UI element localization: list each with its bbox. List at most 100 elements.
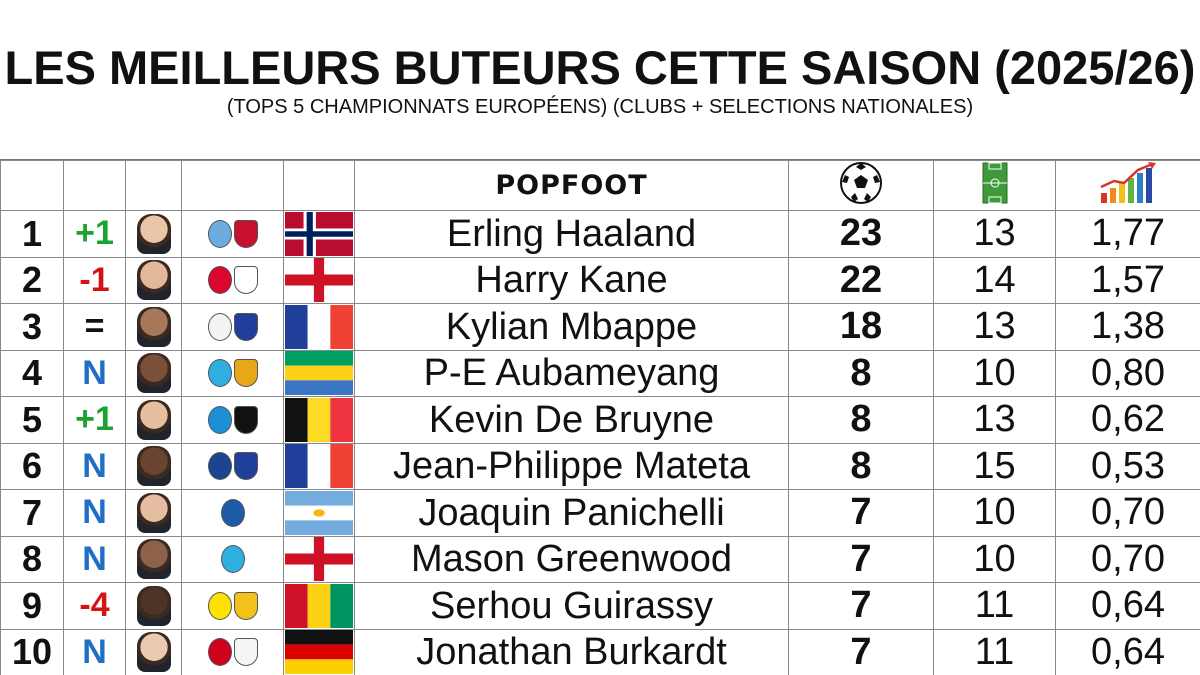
table-row: 7 N Joaquin Panichelli 7 10 0,70 xyxy=(0,489,1200,537)
national-crest-icon xyxy=(233,266,258,295)
crests-cell xyxy=(181,442,284,490)
ratio-value: 0,80 xyxy=(1055,349,1200,397)
ratio-value: 1,57 xyxy=(1055,256,1200,304)
national-crest-icon xyxy=(233,359,258,388)
flag-belgium-icon xyxy=(285,397,353,442)
player-name: Jonathan Burkardt xyxy=(354,628,789,675)
scorers-table: POPFOOT xyxy=(0,160,1200,675)
crests-cell xyxy=(181,535,284,583)
crests-cell xyxy=(181,349,284,397)
player-photo-cell xyxy=(125,535,182,583)
national-crest-icon xyxy=(233,405,258,434)
page-subtitle: (TOPS 5 CHAMPIONNATS EUROPÉENS) (CLUBS +… xyxy=(226,96,974,118)
player-photo-icon xyxy=(136,213,171,254)
table-row: 2 -1 Harry Kane 22 14 1,57 xyxy=(0,256,1200,304)
bar-chart-icon xyxy=(1100,162,1156,203)
flag-germany-icon xyxy=(285,630,353,675)
player-photo-cell xyxy=(125,582,182,630)
club-crest-icon xyxy=(207,266,232,295)
player-name: P-E Aubameyang xyxy=(354,349,789,397)
matches-value: 15 xyxy=(933,442,1056,490)
flag-cell xyxy=(283,535,355,583)
goals-value: 8 xyxy=(788,396,934,444)
table-row: 5 +1 Kevin De Bruyne 8 13 0,62 xyxy=(0,396,1200,444)
club-crest-icon xyxy=(207,219,232,248)
player-photo-icon xyxy=(136,492,171,533)
ratio-value: 0,70 xyxy=(1055,535,1200,583)
ratio-value: 0,64 xyxy=(1055,582,1200,630)
flag-guinea-icon xyxy=(285,583,353,628)
club-crest-icon xyxy=(207,312,232,341)
crests-cell xyxy=(181,489,284,537)
goals-value: 22 xyxy=(788,256,934,304)
rank-position: 5 xyxy=(0,396,64,444)
player-name: Serhou Guirassy xyxy=(354,582,789,630)
flag-cell xyxy=(283,349,355,397)
table-row: 8 N Mason Greenwood 7 10 0,70 xyxy=(0,535,1200,583)
rank-position: 3 xyxy=(0,303,64,351)
club-crest-icon xyxy=(207,591,232,620)
player-photo-cell xyxy=(125,442,182,490)
player-photo-cell xyxy=(125,396,182,444)
player-photo-icon xyxy=(136,632,171,673)
player-photo-cell xyxy=(125,256,182,304)
club-crest-icon xyxy=(207,452,232,481)
flag-cell xyxy=(283,442,355,490)
goals-value: 23 xyxy=(788,210,934,258)
rank-position: 10 xyxy=(0,628,64,675)
rank-position: 4 xyxy=(0,349,64,397)
rank-movement: N xyxy=(63,489,126,537)
player-name: Kylian Mbappe xyxy=(354,303,789,351)
matches-value: 13 xyxy=(933,396,1056,444)
header-cell-photo xyxy=(125,160,182,211)
flag-cell xyxy=(283,582,355,630)
rank-position: 7 xyxy=(0,489,64,537)
crests-cell xyxy=(181,210,284,258)
matches-value: 11 xyxy=(933,582,1056,630)
flag-norway-icon xyxy=(285,211,353,256)
club-crest-icon xyxy=(220,498,245,527)
goals-value: 7 xyxy=(788,582,934,630)
goals-value: 7 xyxy=(788,628,934,675)
player-name: Harry Kane xyxy=(354,256,789,304)
national-crest-icon xyxy=(233,452,258,481)
player-photo-cell xyxy=(125,210,182,258)
ratio-value: 1,38 xyxy=(1055,303,1200,351)
rank-movement: +1 xyxy=(63,210,126,258)
pitch-icon xyxy=(982,162,1007,204)
player-name: Joaquin Panichelli xyxy=(354,489,789,537)
flag-cell xyxy=(283,256,355,304)
rank-movement: N xyxy=(63,535,126,583)
rank-movement: N xyxy=(63,442,126,490)
table-row: 3 = Kylian Mbappe 18 13 1,38 xyxy=(0,303,1200,351)
header-cell-goals xyxy=(788,160,934,211)
flag-cell xyxy=(283,303,355,351)
matches-value: 11 xyxy=(933,628,1056,675)
header: LES MEILLEURS BUTEURS CETTE SAISON (2025… xyxy=(0,0,1200,160)
rank-position: 6 xyxy=(0,442,64,490)
matches-value: 13 xyxy=(933,210,1056,258)
header-cell-crests xyxy=(181,160,284,211)
national-crest-icon xyxy=(233,219,258,248)
player-photo-cell xyxy=(125,349,182,397)
table-row: 6 N Jean-Philippe Mateta 8 15 0,53 xyxy=(0,442,1200,490)
flag-gabon-icon xyxy=(285,351,353,396)
table-row: 9 -4 Serhou Guirassy 7 11 0,64 xyxy=(0,582,1200,630)
national-crest-icon xyxy=(233,312,258,341)
crests-cell xyxy=(181,582,284,630)
goals-value: 8 xyxy=(788,442,934,490)
crests-cell xyxy=(181,256,284,304)
header-cell-ratio xyxy=(1055,160,1200,211)
ratio-value: 1,77 xyxy=(1055,210,1200,258)
header-cell-pos xyxy=(0,160,64,211)
page-title: LES MEILLEURS BUTEURS CETTE SAISON (2025… xyxy=(4,41,1196,94)
table-row: 1 +1 Erling Haaland 23 13 1,77 xyxy=(0,210,1200,258)
player-name: Mason Greenwood xyxy=(354,535,789,583)
table-header-row: POPFOOT xyxy=(0,160,1200,211)
player-photo-cell xyxy=(125,489,182,537)
flag-argentina-icon xyxy=(285,490,353,535)
goals-value: 8 xyxy=(788,349,934,397)
ratio-value: 0,62 xyxy=(1055,396,1200,444)
crests-cell xyxy=(181,303,284,351)
player-photo-cell xyxy=(125,628,182,675)
